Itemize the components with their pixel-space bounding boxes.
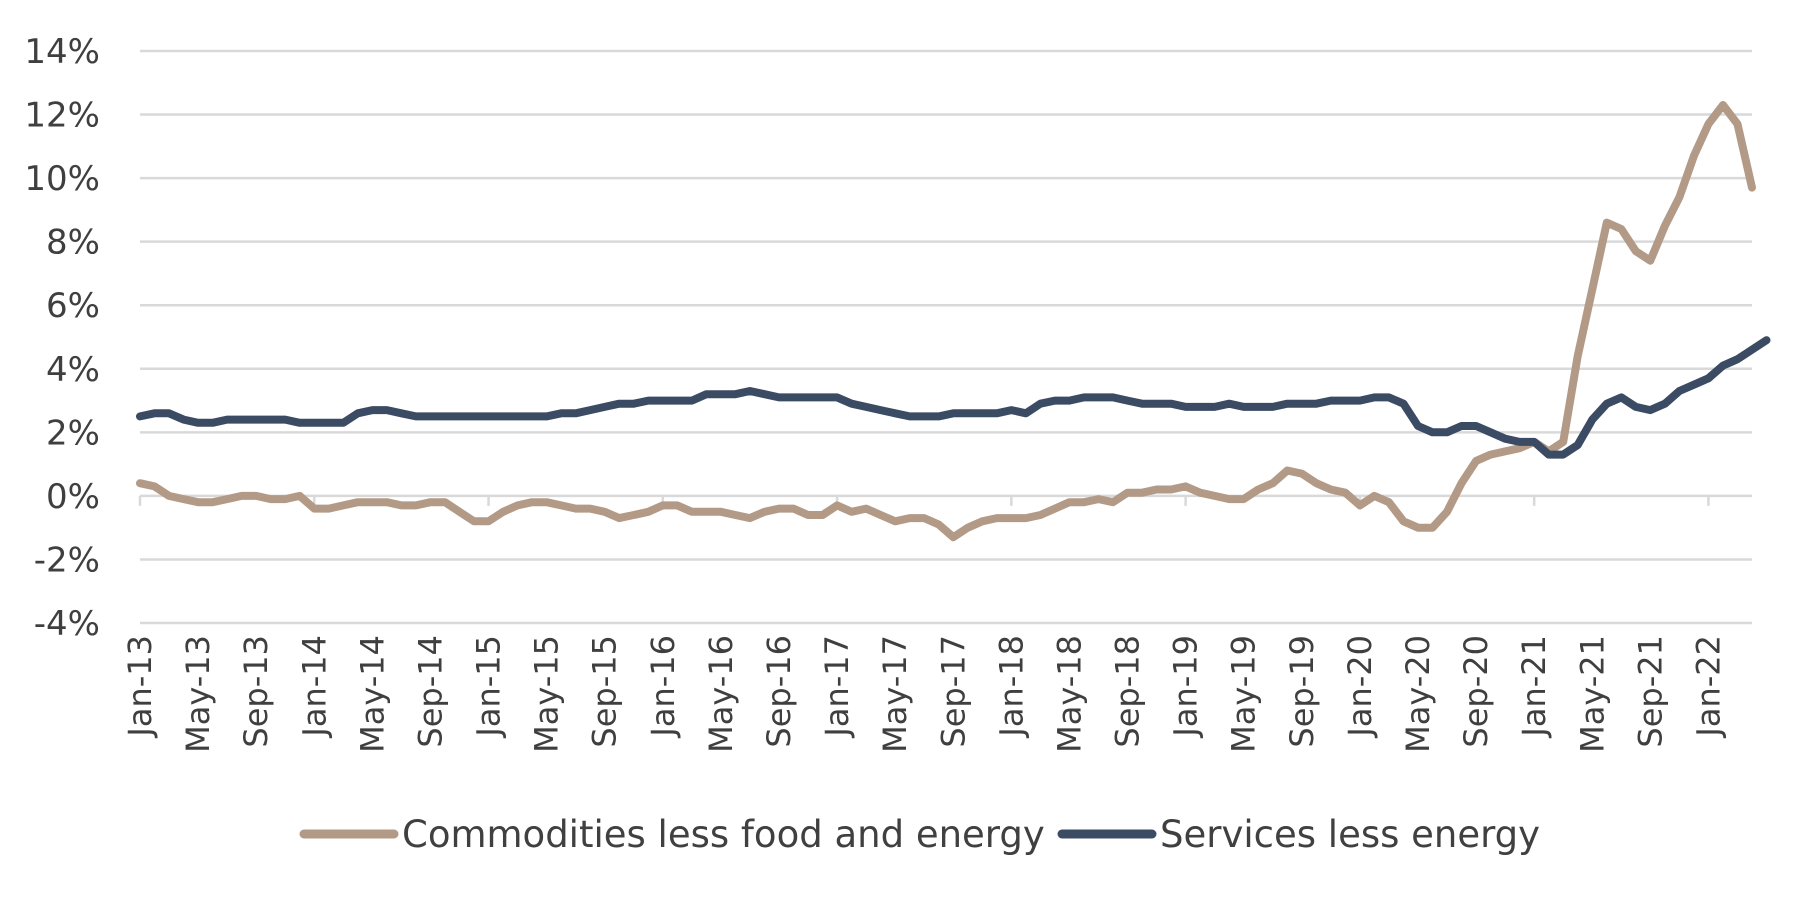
- x-tick-label: May-19: [1225, 635, 1263, 753]
- x-tick-label: May-18: [1050, 635, 1088, 753]
- x-tick-label: Jan-18: [992, 635, 1030, 739]
- y-tick-label: 4%: [46, 350, 100, 390]
- gridlines: [140, 49, 1752, 625]
- y-tick-label: 12%: [24, 96, 100, 136]
- x-tick-label: Sep-20: [1457, 635, 1495, 748]
- y-tick-label: 8%: [46, 223, 100, 263]
- x-tick-label: Jan-14: [295, 635, 333, 739]
- x-tick-label: Sep-16: [760, 635, 798, 748]
- x-tick-label: Jan-22: [1689, 635, 1727, 739]
- x-tick-label: May-15: [528, 635, 566, 753]
- x-tick-label: May-21: [1573, 635, 1611, 753]
- x-tick-label: Jan-13: [121, 635, 159, 739]
- legend-label-commodities: Commodities less food and energy: [402, 813, 1045, 856]
- y-tick-label: 2%: [46, 413, 100, 453]
- series-lines: [136, 101, 1771, 542]
- y-tick-label: -2%: [34, 540, 100, 580]
- x-tick-label: Jan-15: [470, 635, 508, 739]
- x-tick-label: Jan-19: [1167, 635, 1205, 739]
- y-tick-label: 14%: [24, 32, 100, 72]
- x-tick-label: Sep-13: [237, 635, 275, 748]
- y-tick-label: 6%: [46, 286, 100, 326]
- legend-label-services: Services less energy: [1160, 813, 1540, 856]
- x-tick-label: May-13: [179, 635, 217, 753]
- x-tick-label: Jan-21: [1515, 635, 1553, 739]
- x-tick-label: Sep-18: [1109, 635, 1147, 748]
- x-tick-label: Sep-21: [1631, 635, 1669, 748]
- legend: Commodities less food and energy Service…: [299, 813, 1540, 856]
- x-tick-label: Sep-17: [934, 635, 972, 748]
- x-tick-label: May-20: [1399, 635, 1437, 753]
- series-line-commodities: [136, 101, 1756, 542]
- x-tick-label: Jan-20: [1341, 635, 1379, 739]
- x-axis-tick-labels: Jan-13 May-13 Sep-13 Jan-14 May-14 Sep-14 Jan-…: [121, 635, 1727, 753]
- x-tick-label: Jan-16: [644, 635, 682, 739]
- x-tick-label: May-16: [702, 635, 740, 753]
- x-tick-label: Sep-19: [1283, 635, 1321, 748]
- y-tick-label: -4%: [34, 604, 100, 644]
- y-axis-tick-labels: 14% 12% 10% 8% 6% 4% 2% 0% -2% -4%: [24, 32, 100, 644]
- x-tick-label: Jan-17: [818, 635, 856, 739]
- x-tick-label: Sep-14: [411, 635, 449, 748]
- x-tick-label: May-14: [353, 635, 391, 753]
- y-tick-label: 0%: [46, 477, 100, 517]
- y-tick-label: 10%: [24, 159, 100, 199]
- x-tick-label: Sep-15: [586, 635, 624, 748]
- series-line-services: [136, 336, 1771, 459]
- x-tick-label: May-17: [876, 635, 914, 753]
